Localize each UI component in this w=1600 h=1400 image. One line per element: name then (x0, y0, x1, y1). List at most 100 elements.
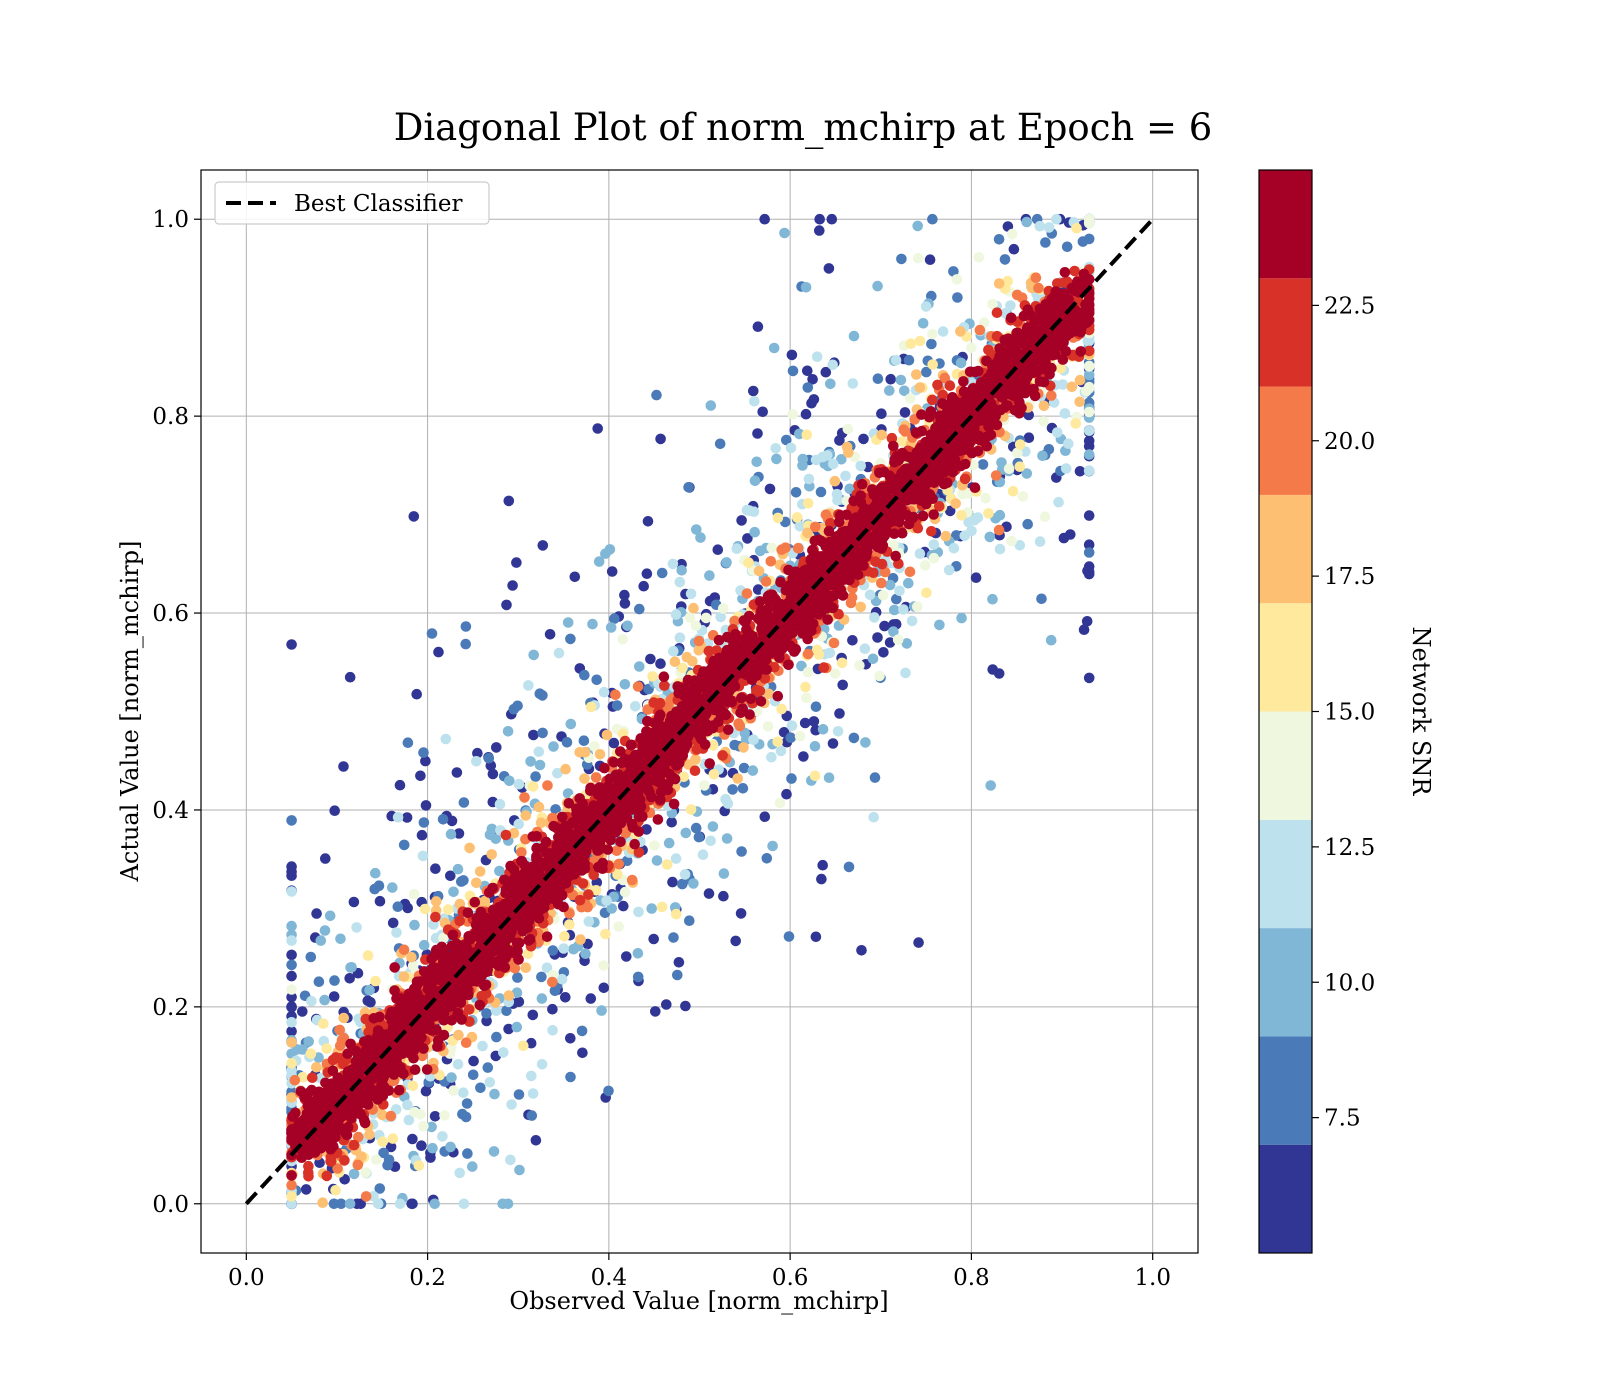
scatter-point (776, 703, 787, 715)
scatter-point (286, 970, 297, 982)
scatter-point (286, 1017, 297, 1028)
scatter-point (649, 717, 660, 729)
scatter-point (943, 564, 955, 576)
scatter-point (999, 254, 1011, 265)
scatter-point (415, 1109, 426, 1120)
scatter-point (704, 758, 715, 769)
scatter-point (315, 935, 327, 946)
scatter-point (583, 916, 595, 927)
scatter-point (970, 572, 982, 583)
scatter-point (377, 1136, 388, 1147)
scatter-point (811, 351, 823, 363)
scatter-point (948, 542, 960, 554)
scatter-point (484, 829, 496, 840)
scatter-point (1060, 463, 1072, 474)
scatter-point (319, 925, 331, 936)
scatter-point (666, 816, 677, 828)
scatter-point (969, 482, 981, 494)
scatter-point (1059, 267, 1071, 278)
scatter-point (926, 526, 937, 537)
scatter-point (488, 1146, 500, 1157)
scatter-point (535, 817, 547, 829)
scatter-point (757, 406, 768, 418)
scatter-point (408, 888, 420, 900)
scatter-point (533, 801, 545, 813)
scatter-point (508, 827, 520, 839)
scatter-point (467, 1161, 478, 1172)
scatter-point (601, 729, 613, 741)
scatter-point (727, 784, 738, 795)
scatter-point (876, 429, 887, 441)
scatter-point (1038, 416, 1049, 427)
scatter-point (1083, 539, 1095, 550)
scatter-point (1008, 243, 1020, 255)
scatter-point (867, 653, 879, 665)
scatter-point (575, 934, 586, 945)
scatter-point (491, 1031, 502, 1043)
scatter-point (729, 615, 740, 627)
scatter-point (932, 379, 943, 391)
scatter-point (735, 908, 747, 919)
scatter-point (846, 592, 858, 603)
scatter-point (503, 1023, 514, 1035)
scatter-point (600, 928, 611, 940)
scatter-point (533, 746, 545, 758)
scatter-point (430, 863, 441, 874)
scatter-point (928, 539, 940, 550)
scatter-point (843, 861, 855, 873)
scatter-point (905, 338, 917, 350)
scatter-point (362, 995, 374, 1006)
scatter-point (560, 763, 571, 775)
scatter-point (1081, 616, 1093, 627)
scatter-point (868, 811, 879, 823)
scatter-point (714, 438, 726, 450)
scatter-point (1074, 466, 1086, 477)
scatter-point (752, 321, 764, 333)
scatter-point (1071, 222, 1082, 234)
scatter-point (966, 342, 977, 354)
scatter-point (523, 935, 534, 946)
scatter-point (934, 501, 945, 512)
scatter-point (874, 670, 885, 682)
scatter-point (810, 931, 822, 943)
scatter-point (413, 1160, 425, 1171)
scatter-point (633, 847, 645, 858)
scatter-point (368, 1191, 379, 1202)
scatter-point (763, 688, 774, 700)
scatter-point (748, 734, 759, 745)
scatter-point (691, 524, 702, 535)
scatter-point (633, 906, 644, 918)
scatter-point (348, 896, 360, 908)
scatter-point (317, 1197, 329, 1208)
scatter-point (593, 556, 605, 567)
scatter-point (590, 772, 602, 783)
scatter-point (498, 1047, 509, 1058)
scatter-point (829, 475, 841, 487)
scatter-point (958, 376, 969, 387)
scatter-point (641, 568, 653, 579)
scatter-point (884, 637, 896, 648)
scatter-point (360, 1191, 372, 1202)
scatter-point (632, 971, 644, 983)
scatter-point (708, 769, 720, 780)
scatter-point (799, 717, 811, 729)
scatter-point (511, 557, 522, 568)
scatter-point (647, 671, 658, 682)
scatter-point (1040, 237, 1051, 248)
scatter-point (1059, 408, 1071, 419)
scatter-point (743, 557, 754, 568)
scatter-point (888, 626, 899, 637)
scatter-point (472, 747, 483, 759)
scatter-point (1038, 400, 1050, 412)
scatter-point (801, 429, 813, 441)
scatter-point (418, 817, 430, 828)
scatter-point (329, 805, 341, 816)
scatter-point (286, 991, 297, 1003)
scatter-point (749, 475, 761, 487)
scatter-point (311, 908, 322, 919)
scatter-point (416, 1140, 427, 1151)
scatter-point (670, 609, 682, 620)
scatter-point (338, 1012, 350, 1024)
scatter-point (807, 374, 818, 385)
scatter-point (456, 876, 467, 887)
